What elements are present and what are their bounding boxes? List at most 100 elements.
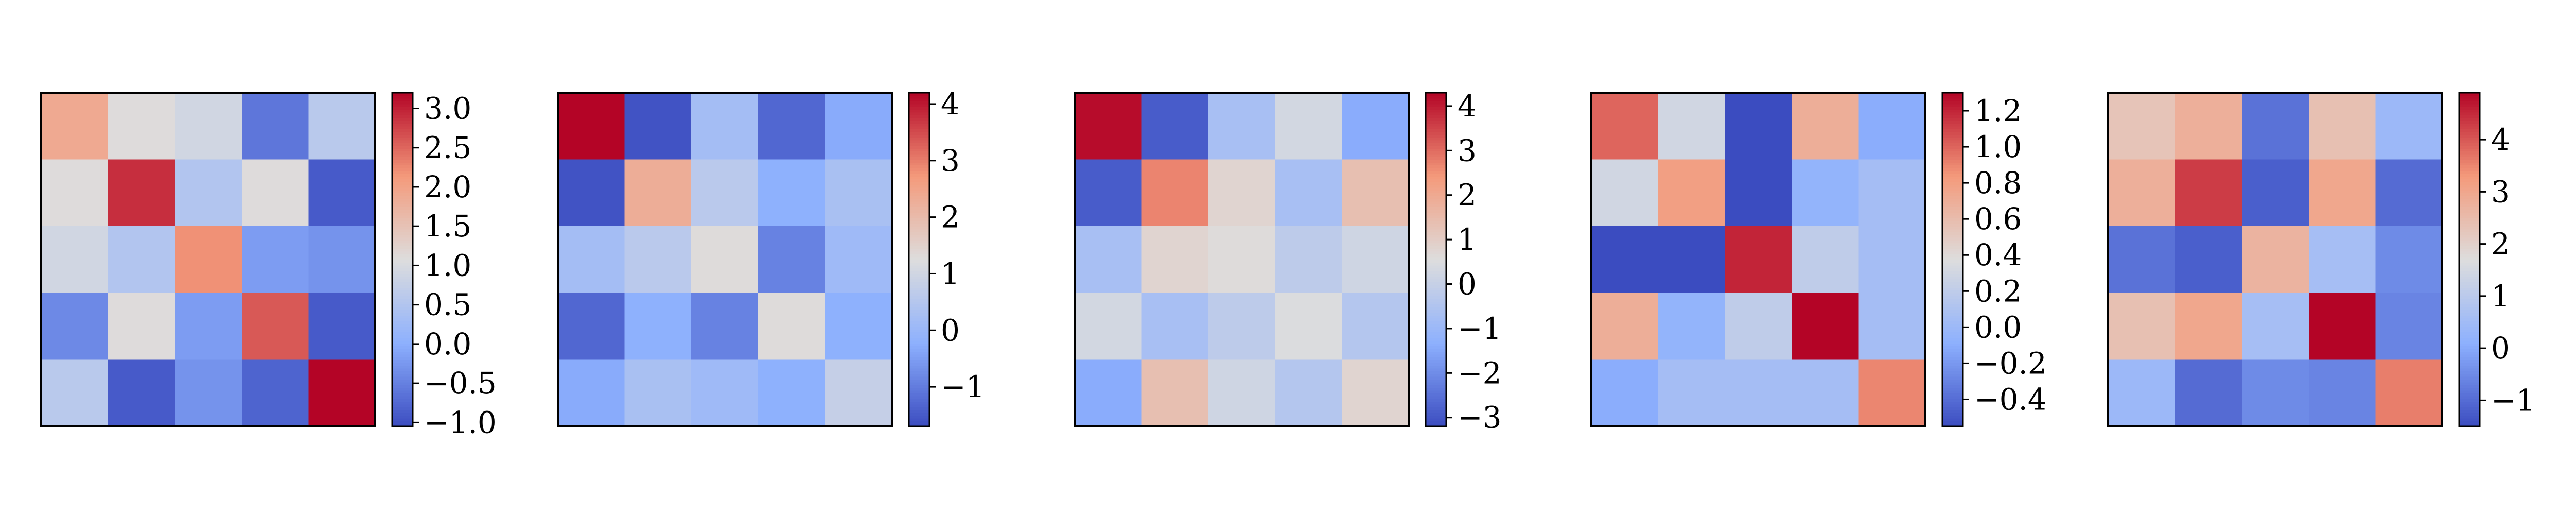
colorbar-gradient-step <box>1942 382 1963 385</box>
colorbar-gradient-step <box>909 226 929 230</box>
heatmap-cell-r2-c3 <box>2308 226 2376 294</box>
colorbar-gradient-step <box>1942 173 1963 177</box>
colorbar-gradient-step <box>909 312 929 316</box>
colorbar-gradient-step <box>392 162 413 166</box>
colorbar-gradient-step <box>1426 193 1446 196</box>
heatmap-cell-r3-c2 <box>175 293 242 360</box>
colorbar-gradient-step <box>2459 181 2480 185</box>
colorbar-gradient-step <box>2459 121 2480 124</box>
colorbar-gradient-step <box>1426 162 1446 166</box>
colorbar-gradient-step <box>1942 220 1963 224</box>
colorbar-gradient-step <box>392 396 413 399</box>
colorbar-gradient-step <box>2459 262 2480 266</box>
colorbar-gradient-step <box>909 379 929 383</box>
colorbar-gradient-step <box>392 140 413 143</box>
heatmap-cell-r0-c2 <box>1725 93 1792 160</box>
colorbar-gradient-step <box>909 153 929 157</box>
colorbar-gradient-step <box>392 129 413 132</box>
colorbar-gradient-step <box>909 284 929 288</box>
heatmap-cell-r4-c0 <box>1591 359 1659 427</box>
colorbar-gradient-step <box>2459 268 2480 271</box>
colorbar-gradient-step <box>1942 290 1963 294</box>
heatmap-cell-r0-c3 <box>1275 93 1342 160</box>
colorbar-gradient-step <box>1942 357 1963 360</box>
heatmap-cell-r3-c3 <box>1275 293 1342 360</box>
colorbar-gradient-step <box>909 170 929 174</box>
colorbar-gradient-step <box>1426 218 1446 221</box>
colorbar-gradient-step <box>392 343 413 347</box>
heatmap-cell-r0-c0 <box>1075 93 1142 160</box>
colorbar-gradient-step <box>2459 265 2480 268</box>
colorbar-gradient-step <box>1942 418 1963 421</box>
colorbar-tick-label: 4 <box>1458 89 1477 124</box>
colorbar-gradient-step <box>909 385 929 388</box>
colorbar-gradient-step <box>1426 198 1446 202</box>
colorbar-gradient-step <box>1426 251 1446 254</box>
colorbar-gradient-step <box>2459 343 2480 347</box>
heatmap-cell-r3-c2 <box>1208 293 1276 360</box>
colorbar-gradient-step <box>2459 157 2480 160</box>
colorbar-gradient-step <box>2459 153 2480 157</box>
colorbar-gradient-step <box>2459 162 2480 166</box>
colorbar-gradient-step <box>1942 201 1963 204</box>
colorbar-gradient-step <box>1942 232 1963 235</box>
colorbar-gradient-step <box>909 95 929 99</box>
colorbar-gradient-step <box>2459 368 2480 371</box>
colorbar-gradient-step <box>1942 315 1963 319</box>
colorbar-gradient-step <box>909 220 929 224</box>
heatmap-cell-r0-c4 <box>308 93 376 160</box>
colorbar-gradient-step <box>392 415 413 419</box>
colorbar-gradient-step <box>909 145 929 149</box>
colorbar-gradient-step <box>1426 296 1446 299</box>
colorbar-gradient-step <box>1426 165 1446 168</box>
colorbar-gradient-step <box>1942 421 1963 424</box>
colorbar-gradient-step <box>392 401 413 405</box>
colorbar-gradient-step <box>909 418 929 421</box>
colorbar-gradient-step <box>392 181 413 185</box>
colorbar-tick-label: 1 <box>1458 222 1477 257</box>
colorbar-gradient-step <box>1942 198 1963 202</box>
heatmap-cell-r3-c4 <box>308 293 376 360</box>
colorbar-gradient-step <box>392 346 413 349</box>
heatmap-cell-r0-c4 <box>1342 93 1409 160</box>
heatmap-cell-r4-c1 <box>2175 359 2242 427</box>
colorbar-gradient-step <box>1426 418 1446 421</box>
colorbar-gradient-step <box>909 104 929 107</box>
colorbar-gradient-step <box>2459 137 2480 141</box>
colorbar-gradient-step <box>909 184 929 188</box>
colorbar-gradient-step <box>1426 290 1446 294</box>
heatmap-cell-r1-c4 <box>308 159 376 227</box>
colorbar-gradient-step <box>1942 401 1963 405</box>
colorbar-gradient-step <box>909 279 929 282</box>
colorbar-gradient-step <box>1942 284 1963 288</box>
colorbar-frame <box>391 92 414 427</box>
colorbar-gradient-step <box>1426 157 1446 160</box>
colorbar-tick-label: 2 <box>1458 178 1477 213</box>
colorbar-gradient-step <box>392 232 413 235</box>
heatmap-cell-r4-c4 <box>825 359 892 427</box>
colorbar-tick-label: 4 <box>2491 122 2510 157</box>
colorbar-gradient-step <box>392 332 413 335</box>
colorbar-gradient-step <box>1942 323 1963 327</box>
colorbar-gradient-step <box>392 167 413 171</box>
heatmap-cell-r4-c1 <box>108 359 175 427</box>
colorbar-gradient-step <box>1942 260 1963 263</box>
colorbar-gradient-step <box>1426 373 1446 377</box>
colorbar-gradient-step <box>1426 148 1446 152</box>
colorbar-gradient-step <box>2459 95 2480 99</box>
colorbar-gradient-step <box>392 223 413 227</box>
colorbar-gradient-step <box>2459 318 2480 321</box>
heatmap-cell-r2-c2 <box>2242 226 2309 294</box>
colorbar-gradient-step <box>2459 357 2480 360</box>
colorbar-gradient-step <box>1426 143 1446 146</box>
colorbar-gradient-step <box>2459 290 2480 294</box>
heatmap-cell-r1-c0 <box>1075 159 1142 227</box>
colorbar-gradient-step <box>2459 379 2480 383</box>
colorbar-gradient-step <box>2459 117 2480 121</box>
colorbar-tick-label: −1 <box>1458 311 1502 346</box>
colorbar-gradient-step <box>1942 123 1963 127</box>
colorbar-gradient-step <box>392 145 413 149</box>
colorbar-gradient-step <box>1426 262 1446 266</box>
colorbar-gradient-step <box>1942 304 1963 307</box>
